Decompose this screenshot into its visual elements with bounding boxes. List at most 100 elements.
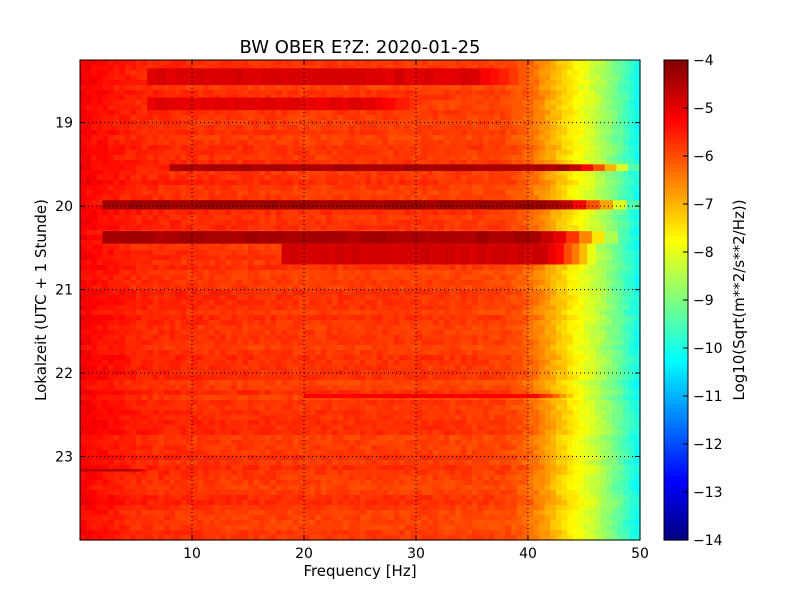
spectrogram-cell [203,155,210,161]
spectrogram-cell [472,100,479,106]
spectrogram-cell [584,265,591,271]
spectrogram-cell [539,115,546,121]
spectrogram-cell [612,130,619,136]
spectrogram-cell [332,145,339,151]
spectrogram-cell [550,70,557,76]
spectrogram-cell [130,75,137,81]
spectrogram-cell [281,295,288,301]
spectrogram-cell [466,195,473,201]
spectrogram-cell [220,260,227,266]
spectrogram-cell [108,85,115,91]
spectrogram-cell [410,275,417,281]
spectrogram-cell [253,90,260,96]
spectrogram-cell [628,285,635,291]
spectrogram-cell [634,125,641,131]
spectrogram-cell [96,180,103,186]
spectrogram-cell [438,305,445,311]
spectrogram-cell [203,180,210,186]
spectrogram-cell [438,65,445,71]
spectrogram-cell [444,225,451,231]
spectrogram-cell [483,115,490,121]
spectrogram-cell [259,140,266,146]
spectrogram-cell [231,255,238,261]
spectrogram-cell [589,150,596,156]
spectrogram-cell [119,65,126,71]
spectrogram-cell [567,220,574,226]
spectrogram-cell [472,110,479,116]
spectrogram-cell [483,95,490,101]
spectrogram-cell [113,245,120,251]
spectrogram-cell [432,115,439,121]
spectrogram-cell [410,265,417,271]
spectrogram-cell [343,160,350,166]
spectrogram-cell [147,280,154,286]
spectrogram-cell [270,270,277,276]
spectrogram-cell [460,180,467,186]
spectrogram-cell [203,255,210,261]
spectrogram-cell [584,275,591,281]
spectrogram-cell [315,90,322,96]
spectrogram-cell [505,145,512,151]
spectrogram-cell [365,60,372,66]
spectrogram-cell [494,120,501,126]
spectrogram-cell [399,130,406,136]
spectrogram-cell [561,210,568,216]
spectrogram-cell [399,275,406,281]
spectrogram-cell [617,215,624,221]
spectrogram-cell [460,175,467,181]
spectrogram-cell [572,70,579,76]
spectrogram-cell [214,270,221,276]
spectrogram-cell [561,115,568,121]
spectrogram-cell [152,190,159,196]
spectrogram-cell [136,245,143,251]
spectrogram-cell [628,280,635,286]
spectrogram-cell [332,190,339,196]
spectrogram-cell [236,185,243,191]
spectrogram-cell [220,265,227,271]
spectrogram-cell [248,160,255,166]
spectrogram-cell [511,95,518,101]
spectrogram-cell [488,95,495,101]
spectrogram-cell [589,290,596,296]
spectrogram-cell [416,90,423,96]
spectrogram-cell [595,85,602,91]
spectrogram-cell [264,175,271,181]
spectrogram-cell [141,60,148,66]
spectrogram-cell [623,265,630,271]
spectrogram-cell [320,170,327,176]
spectrogram-cell [337,280,344,286]
spectrogram-cell [365,195,372,201]
spectrogram-cell [416,295,423,301]
spectrogram-cell [236,65,243,71]
spectrogram-cell [80,145,87,151]
spectrogram-cell [147,255,154,261]
spectrogram-cell [158,285,165,291]
spectrogram-cell [203,190,210,196]
spectrogram-cell [460,130,467,136]
spectrogram-cell [528,120,535,126]
spectrogram-cell [175,155,182,161]
spectrogram-cell [505,125,512,131]
spectrogram-cell [203,285,210,291]
spectrogram-cell [449,185,456,191]
spectrogram-cell [164,260,171,266]
spectrogram-cell [231,65,238,71]
spectrogram-cell [276,140,283,146]
spectrogram-cell [488,175,495,181]
spectrogram-cell [337,195,344,201]
spectrogram-cell [264,90,271,96]
spectrogram-cell [533,130,540,136]
spectrogram-cell [253,305,260,311]
spectrogram-cell [572,110,579,116]
spectrogram-cell [382,290,389,296]
spectrogram-cell [399,220,406,226]
spectrogram-cell [108,225,115,231]
spectrogram-cell [561,220,568,226]
spectrogram-cell [320,275,327,281]
spectrogram-cell [567,90,574,96]
spectrogram-cell [438,90,445,96]
spectrogram-cell [544,155,551,161]
spectrogram-cell [270,275,277,281]
spectrogram-cell [124,75,131,81]
spectrogram-cell [242,190,249,196]
